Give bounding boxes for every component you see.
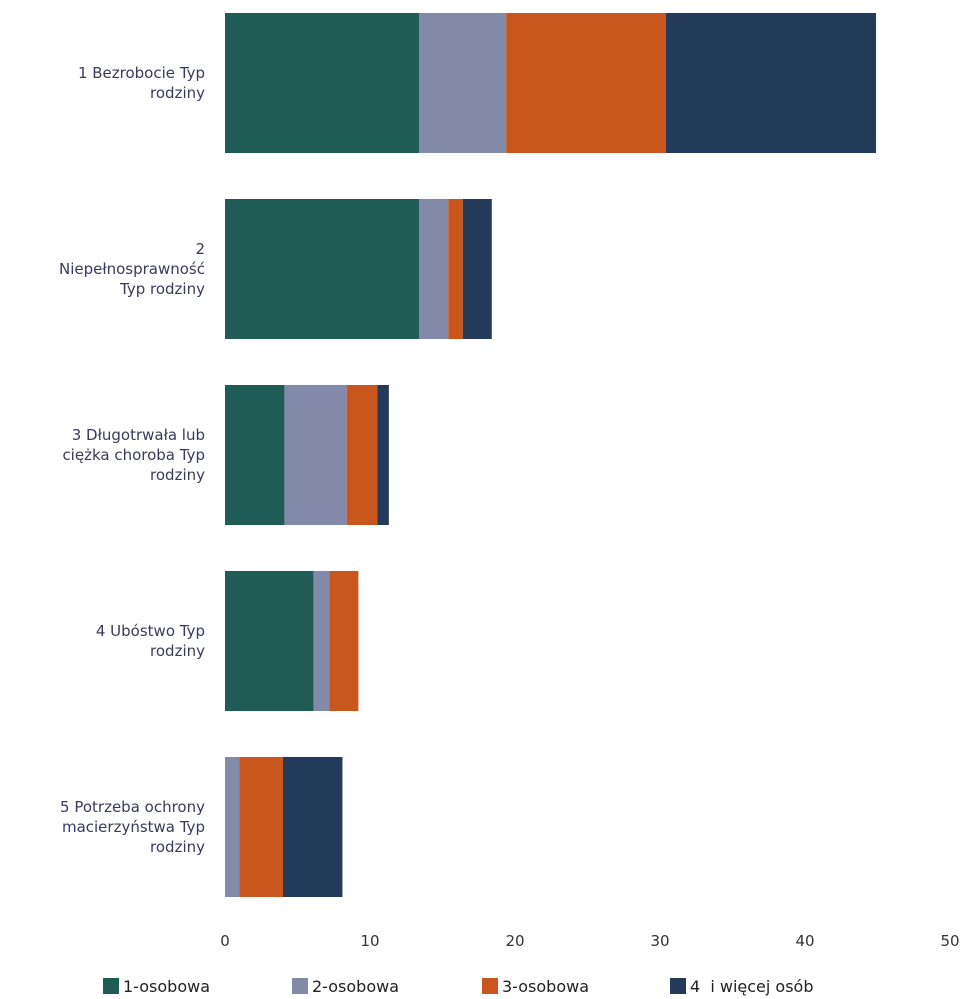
legend-swatch: [670, 978, 686, 994]
category-label-line: 1 Bezrobocie Typ: [78, 64, 205, 82]
category-labels: 1 Bezrobocie Typ rodziny 2 Niepełnosprawnoś…: [59, 64, 205, 856]
category-label-line: 3 Długotrwała lub: [72, 426, 205, 444]
x-axis-tick-labels: 0 10 20 30 40 50: [220, 932, 959, 950]
legend: 1-osobowa 2-osobowa 3-osobowa 4 i więcej os…: [103, 977, 814, 996]
bars-layer: [225, 13, 877, 897]
category-label-line: ciężka choroba Typ: [62, 446, 205, 464]
bar-segment: [225, 571, 314, 711]
x-tick-label: 10: [360, 932, 379, 950]
bar-segment: [225, 13, 420, 153]
x-tick-label: 30: [650, 932, 669, 950]
bar-segment: [419, 199, 449, 339]
category-label-line: 5 Potrzeba ochrony: [60, 798, 205, 816]
category-label-line: Niepełnosprawność: [59, 260, 205, 278]
x-tick-label: 0: [220, 932, 230, 950]
category-label: 3 Długotrwała lub ciężka choroba Typ rodzi…: [62, 426, 205, 484]
bar-segment: [462, 199, 492, 339]
legend-label: 2-osobowa: [312, 977, 399, 996]
x-tick-label: 50: [940, 932, 959, 950]
bar-segment: [377, 385, 389, 525]
legend-label: 4 i więcej osób: [690, 977, 814, 996]
category-label: 2 Niepełnosprawność Typ rodziny: [59, 240, 205, 298]
bar-segment: [225, 385, 285, 525]
category-label-line: rodziny: [150, 642, 205, 660]
x-tick-label: 40: [795, 932, 814, 950]
legend-swatch: [482, 978, 498, 994]
bar-segment: [346, 385, 378, 525]
legend-label: 1-osobowa: [123, 977, 210, 996]
bar-segment: [283, 757, 343, 897]
category-label: 1 Bezrobocie Typ rodziny: [78, 64, 205, 102]
category-label-line: macierzyństwa Typ: [62, 818, 205, 836]
bar-segment: [313, 571, 330, 711]
category-label: 4 Ubóstwo Typ rodziny: [96, 622, 205, 660]
bar-segment: [284, 385, 347, 525]
legend-swatch: [292, 978, 308, 994]
category-label-line: rodziny: [150, 84, 205, 102]
bar-segment: [329, 571, 359, 711]
legend-label: 3-osobowa: [502, 977, 589, 996]
legend-swatch: [103, 978, 119, 994]
bar-segment: [448, 199, 463, 339]
bar-segment: [239, 757, 283, 897]
category-label-line: 2: [195, 240, 205, 258]
bar-segment: [225, 199, 420, 339]
bar-segment: [665, 13, 877, 153]
category-label-line: 4 Ubóstwo Typ: [96, 622, 205, 640]
bar-segment: [419, 13, 507, 153]
x-tick-label: 20: [505, 932, 524, 950]
category-label-line: rodziny: [150, 838, 205, 856]
category-label: 5 Potrzeba ochrony macierzyństwa Typ rodzi…: [60, 798, 205, 856]
bar-segment: [225, 757, 240, 897]
category-label-line: Typ rodziny: [119, 280, 205, 298]
category-label-line: rodziny: [150, 466, 205, 484]
bar-segment: [506, 13, 666, 153]
